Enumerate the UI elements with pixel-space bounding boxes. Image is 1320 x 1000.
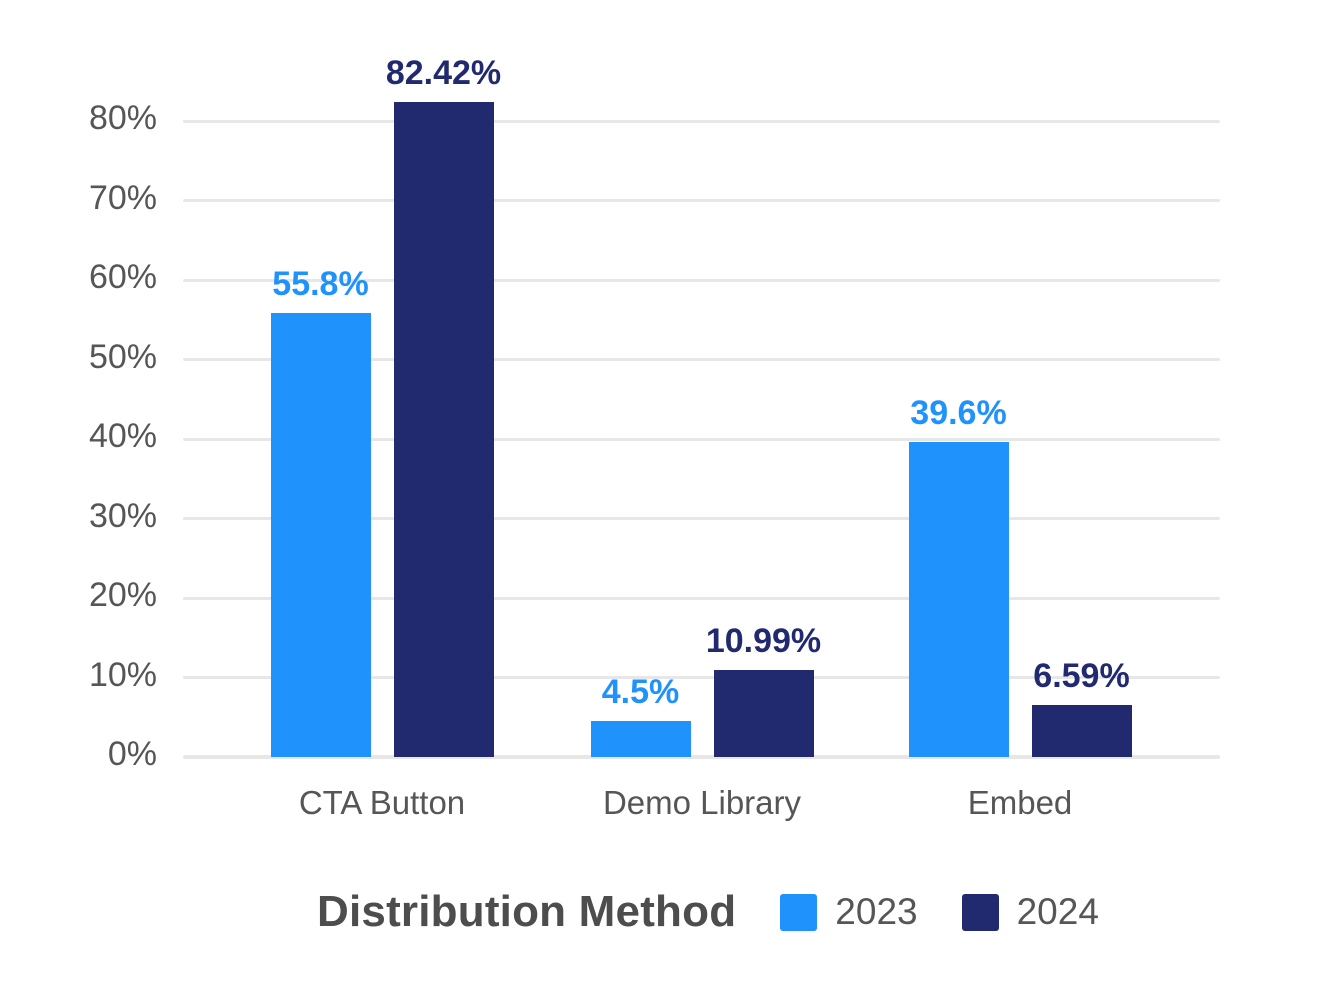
value-label-2023-0: 55.8% bbox=[272, 265, 369, 304]
bar-2024-demo-library bbox=[713, 669, 814, 757]
legend-title: Distribution Method bbox=[317, 887, 737, 936]
value-label-2024-2: 6.59% bbox=[1033, 656, 1130, 695]
gridline-10 bbox=[183, 676, 1220, 679]
category-label-cta-button: CTA Button bbox=[298, 784, 466, 821]
gridline-80 bbox=[183, 119, 1220, 123]
gridline-0 bbox=[183, 755, 1220, 759]
y-tick-30: 30% bbox=[88, 496, 157, 535]
gridline-60 bbox=[183, 278, 1220, 282]
legend: Distribution Method 2023 2024 bbox=[317, 882, 1099, 942]
legend-item-2023: 2023 bbox=[780, 891, 918, 933]
bar-2023-demo-library bbox=[590, 721, 691, 757]
value-label-2023-1: 4.5% bbox=[601, 673, 680, 712]
gridline-40 bbox=[183, 437, 1220, 441]
value-label-2024-1: 10.99% bbox=[705, 621, 822, 660]
bar-2023-cta-button bbox=[270, 313, 371, 757]
y-tick-10: 10% bbox=[88, 655, 157, 694]
category-label-demo-library: Demo Library bbox=[602, 784, 802, 821]
y-tick-0: 0% bbox=[107, 735, 157, 773]
y-tick-60: 60% bbox=[88, 258, 157, 296]
legend-label-2024: 2024 bbox=[1016, 891, 1099, 932]
y-tick-70: 70% bbox=[88, 178, 157, 217]
value-label-2023-2: 39.6% bbox=[910, 394, 1007, 433]
gridline-70 bbox=[183, 199, 1220, 202]
y-tick-80: 80% bbox=[88, 99, 157, 137]
legend-swatch-2024-icon bbox=[961, 893, 999, 931]
y-tick-40: 40% bbox=[88, 417, 157, 455]
gridline-20 bbox=[183, 596, 1220, 600]
bar-2024-cta-button bbox=[393, 101, 494, 757]
bar-2023-embed bbox=[908, 442, 1009, 757]
y-tick-50: 50% bbox=[88, 337, 157, 376]
category-label-embed: Embed bbox=[967, 784, 1073, 821]
legend-label-2023: 2023 bbox=[835, 891, 918, 932]
y-tick-20: 20% bbox=[88, 576, 157, 614]
bar-2024-embed bbox=[1031, 704, 1132, 757]
legend-item-2024: 2024 bbox=[961, 891, 1099, 933]
value-label-2024-0: 82.42% bbox=[385, 53, 502, 92]
gridline-50 bbox=[183, 358, 1220, 361]
gridline-30 bbox=[183, 517, 1220, 520]
legend-swatch-2023-icon bbox=[780, 893, 818, 931]
